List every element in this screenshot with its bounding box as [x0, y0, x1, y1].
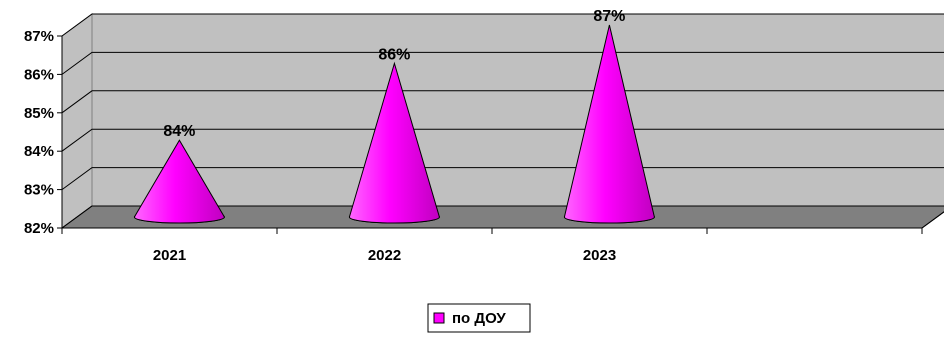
y-tick-label: 85% — [24, 105, 54, 122]
cone-body — [563, 24, 655, 224]
gridlines — [61, 13, 944, 229]
side-wall — [61, 13, 93, 229]
x-axis-ticks: 2021 2022 2023 — [61, 228, 923, 264]
data-label: 87% — [593, 8, 625, 25]
y-tick-label: 83% — [24, 182, 54, 199]
y-tick-label: 87% — [24, 28, 54, 45]
data-label: 86% — [378, 46, 410, 63]
cone-series — [133, 24, 655, 224]
cone-body — [133, 139, 225, 224]
x-tick-label: 2023 — [583, 247, 616, 264]
back-wall — [91, 13, 944, 207]
legend-swatch — [433, 312, 445, 324]
y-tick-label: 84% — [24, 143, 54, 160]
y-tick-label: 82% — [24, 220, 54, 237]
data-labels: 84% 86% 87% — [163, 8, 625, 140]
x-tick-label: 2022 — [368, 247, 401, 264]
gridline — [61, 167, 944, 191]
cone-2023 — [563, 24, 655, 224]
floor-edge — [921, 211, 944, 229]
data-label: 84% — [163, 123, 195, 140]
chart-walls — [60, 13, 944, 229]
gridline — [61, 205, 944, 229]
legend-box — [427, 303, 531, 333]
gridline — [61, 90, 944, 114]
gridline — [61, 51, 944, 75]
x-tick-label: 2021 — [153, 247, 186, 264]
cone-2021 — [133, 139, 225, 224]
gridline — [61, 128, 944, 152]
cone-2022 — [348, 61, 440, 224]
legend: по ДОУ — [427, 303, 531, 333]
gridline — [61, 13, 944, 37]
legend-label: по ДОУ — [452, 310, 506, 327]
y-axis-ticks: 82% 83% 84% 85% 86% 87% — [24, 28, 62, 237]
cone-body — [348, 61, 440, 224]
y-tick-label: 86% — [24, 66, 54, 83]
